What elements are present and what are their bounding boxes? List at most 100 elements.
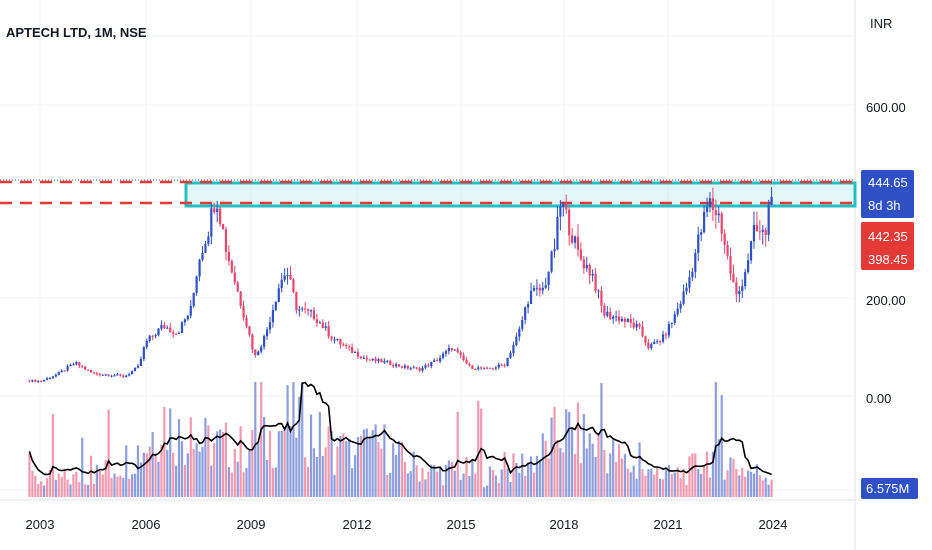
candle (183, 318, 187, 326)
candle (392, 363, 395, 369)
candle (395, 362, 398, 369)
candle (585, 256, 588, 273)
candle (661, 330, 665, 344)
volume-bar (166, 449, 169, 497)
candle (673, 311, 676, 326)
candle (591, 269, 594, 282)
candle (456, 346, 459, 354)
candle (538, 283, 541, 297)
volume-bar (553, 406, 556, 497)
candle (125, 374, 128, 378)
volume-bar (471, 458, 474, 497)
volume-bar (623, 454, 627, 497)
volume-bar (444, 464, 448, 497)
candle (283, 268, 286, 283)
candle (697, 226, 700, 262)
candle (506, 357, 509, 367)
candle (133, 367, 137, 372)
candle (738, 286, 741, 302)
x-tick-label: 2009 (237, 517, 266, 532)
volume-bar (236, 461, 239, 497)
volume-bar (54, 479, 57, 497)
volume-bar (345, 440, 348, 497)
volume-bar (667, 465, 671, 497)
volume-bar (277, 431, 280, 497)
candle (430, 361, 433, 369)
volume-bar (670, 474, 673, 497)
candle (160, 320, 163, 331)
volume-bar (550, 417, 553, 497)
volume-bar (274, 467, 277, 497)
candle (321, 319, 324, 329)
volume-bar (298, 396, 301, 497)
volume-bar (697, 469, 700, 497)
candle (198, 258, 201, 282)
volume-bar (368, 436, 371, 497)
volume-bar (758, 475, 761, 497)
candle (286, 267, 289, 285)
candle (242, 300, 245, 321)
candle (547, 271, 550, 291)
volume-bar (644, 475, 647, 497)
candle (136, 364, 140, 369)
candle (450, 347, 453, 352)
volume-bar (169, 408, 172, 497)
volume-bar (465, 456, 468, 497)
candle (312, 306, 316, 321)
volume-bar (770, 479, 773, 497)
volume-bar (755, 464, 759, 497)
candle (260, 344, 263, 354)
candle (700, 229, 703, 241)
candle (295, 291, 298, 314)
volume-bar (148, 446, 151, 497)
volume-bar (547, 458, 550, 497)
candle (301, 306, 304, 312)
volume-bar (45, 478, 49, 497)
candle (48, 376, 52, 380)
candle (172, 329, 175, 338)
volume-bar (521, 453, 524, 497)
volume-bar (28, 453, 31, 497)
volume-bar (342, 433, 345, 497)
candle (128, 372, 131, 377)
candle (705, 197, 709, 218)
volume-bar (406, 473, 409, 497)
volume-bar (641, 469, 644, 497)
candle (647, 338, 650, 350)
level-lower-value: 398.45 (868, 252, 908, 267)
candle (95, 371, 99, 376)
candle (304, 301, 307, 314)
candle (535, 279, 539, 296)
volume-bar (57, 473, 60, 497)
candle (656, 339, 659, 345)
volume-bar (204, 418, 207, 497)
candle (131, 370, 134, 375)
volume-bar (48, 469, 52, 497)
candle (576, 224, 580, 257)
volume-bar (371, 430, 374, 497)
candle (588, 263, 591, 284)
volume-bar (113, 473, 116, 497)
volume-bar (125, 445, 128, 497)
candle (239, 290, 242, 309)
candle (230, 259, 233, 274)
candle (755, 211, 759, 232)
candle (292, 277, 295, 294)
candle (462, 352, 465, 362)
volume-bar (224, 422, 228, 497)
candle (623, 317, 627, 328)
candle (72, 362, 75, 366)
candle (515, 332, 518, 347)
candle (421, 366, 424, 373)
volume-bar (653, 474, 656, 497)
candle (268, 316, 272, 334)
volume-bar (691, 453, 694, 497)
volume-bar (576, 402, 580, 497)
volume-bar (544, 440, 547, 497)
volume-bar (714, 382, 717, 497)
volume-bar (679, 478, 682, 497)
candle (336, 338, 339, 342)
volume-bar (175, 465, 178, 497)
candle (151, 335, 154, 341)
